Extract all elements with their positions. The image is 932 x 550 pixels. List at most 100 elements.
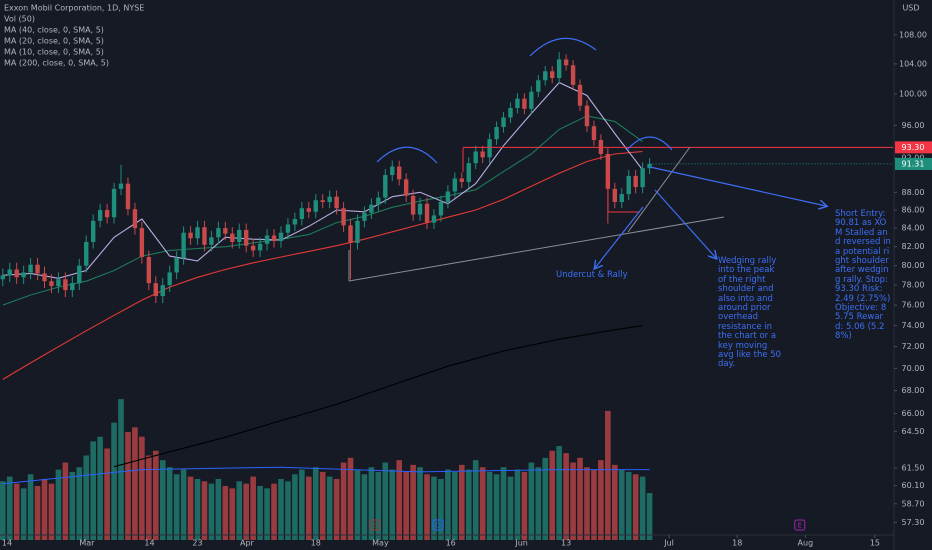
volume-bar	[632, 474, 639, 540]
candle-body	[640, 168, 645, 188]
volume-bar	[55, 469, 62, 540]
x-tick-label: 14	[2, 539, 12, 548]
candle-body	[334, 196, 339, 209]
candle-body	[445, 191, 451, 203]
volume-bar	[410, 464, 416, 540]
candle-body	[292, 219, 298, 225]
volume-bar	[236, 481, 243, 540]
event-label: E	[798, 522, 802, 530]
candle-body	[257, 243, 263, 251]
volume-bar	[570, 462, 576, 540]
volume-bar	[549, 450, 556, 540]
y-tick-label: 57.30	[902, 518, 925, 527]
candle-body	[452, 178, 458, 192]
y-tick-label: 86.00	[902, 206, 925, 215]
volume-bar	[173, 474, 180, 540]
volume-bar	[90, 441, 96, 540]
candle-body	[244, 229, 249, 246]
y-tick-label: 66.00	[902, 409, 925, 418]
price-label: 93.30	[902, 143, 925, 152]
volume-bar	[584, 467, 590, 540]
shoulder-arc	[376, 146, 438, 164]
volume-bar	[118, 399, 124, 540]
volume-bar	[305, 476, 312, 540]
volume-bar	[20, 488, 27, 540]
volume-bar	[299, 469, 305, 540]
event-label: D	[435, 522, 440, 530]
volume-bar	[41, 478, 48, 540]
candle-body	[49, 281, 54, 287]
volume-bar	[6, 476, 13, 540]
price-label-box	[895, 141, 932, 154]
chart-title: Exxon Mobil Corporation, 1D, NYSE	[4, 4, 144, 13]
arrow	[595, 206, 644, 268]
volume-bar	[194, 478, 201, 540]
candle-body	[111, 188, 117, 218]
candle-body	[494, 127, 499, 140]
volume-bar	[187, 476, 194, 540]
volume-bar	[27, 474, 34, 540]
volume-bar	[493, 474, 500, 540]
x-tick-label: 18	[732, 539, 742, 548]
y-axis-label: USD	[902, 4, 919, 13]
x-tick-label: 18	[311, 539, 321, 548]
volume-bar	[159, 460, 166, 540]
candle-body	[459, 178, 465, 182]
candle-body	[410, 195, 416, 215]
candle-body	[327, 196, 332, 203]
volume-bar	[354, 469, 361, 540]
volume-bar	[514, 469, 521, 540]
ma-line	[113, 325, 643, 468]
candle-body	[7, 269, 12, 276]
candle-body	[550, 71, 555, 79]
candle-body	[42, 273, 47, 282]
volume-bar	[479, 467, 486, 540]
volume-bar	[83, 455, 90, 540]
volume-bar	[535, 467, 542, 540]
volume-bar	[13, 483, 20, 540]
volume-bar	[452, 471, 458, 540]
candle-body	[626, 175, 631, 195]
volume-bar	[104, 448, 110, 540]
candle-body	[97, 210, 103, 221]
candle-body	[223, 228, 228, 234]
event-label: E	[373, 522, 377, 530]
x-tick-label: 14	[144, 539, 154, 548]
candle-body	[431, 215, 437, 223]
volume-bar	[34, 486, 41, 540]
candle-body	[355, 220, 360, 243]
volume-bar	[612, 464, 618, 540]
volume-bar	[625, 471, 632, 540]
volume-bar	[139, 436, 145, 540]
volume-bar	[438, 478, 444, 540]
volume-bar	[605, 410, 611, 540]
volume-bar	[319, 471, 326, 540]
y-tick-label: 100.00	[899, 90, 927, 99]
volume-bar	[278, 478, 284, 540]
volume-bar	[417, 467, 423, 540]
y-tick-label: 61.50	[902, 463, 925, 472]
volume-bar	[646, 493, 653, 540]
plot	[0, 52, 893, 540]
candle-body	[619, 194, 624, 203]
y-tick-label: 58.70	[902, 499, 925, 508]
volume-bar	[375, 471, 382, 540]
annotation: Undercut & Rally	[556, 270, 628, 280]
candle-body	[118, 183, 124, 189]
volume-bar	[326, 476, 333, 540]
candle-body	[487, 139, 492, 158]
candle-body	[417, 203, 423, 215]
candle-body	[77, 265, 82, 284]
volume-bar	[465, 469, 472, 540]
volume-bar	[382, 462, 389, 540]
candle-body	[174, 257, 179, 273]
candle-body	[28, 264, 33, 273]
candle-body	[35, 264, 40, 274]
x-tick-label: Apr	[240, 539, 255, 548]
candle-body	[341, 208, 346, 226]
candle-body	[14, 269, 19, 278]
volume-bar	[250, 476, 256, 540]
candle-body	[216, 228, 221, 238]
volume-bar	[229, 488, 236, 540]
